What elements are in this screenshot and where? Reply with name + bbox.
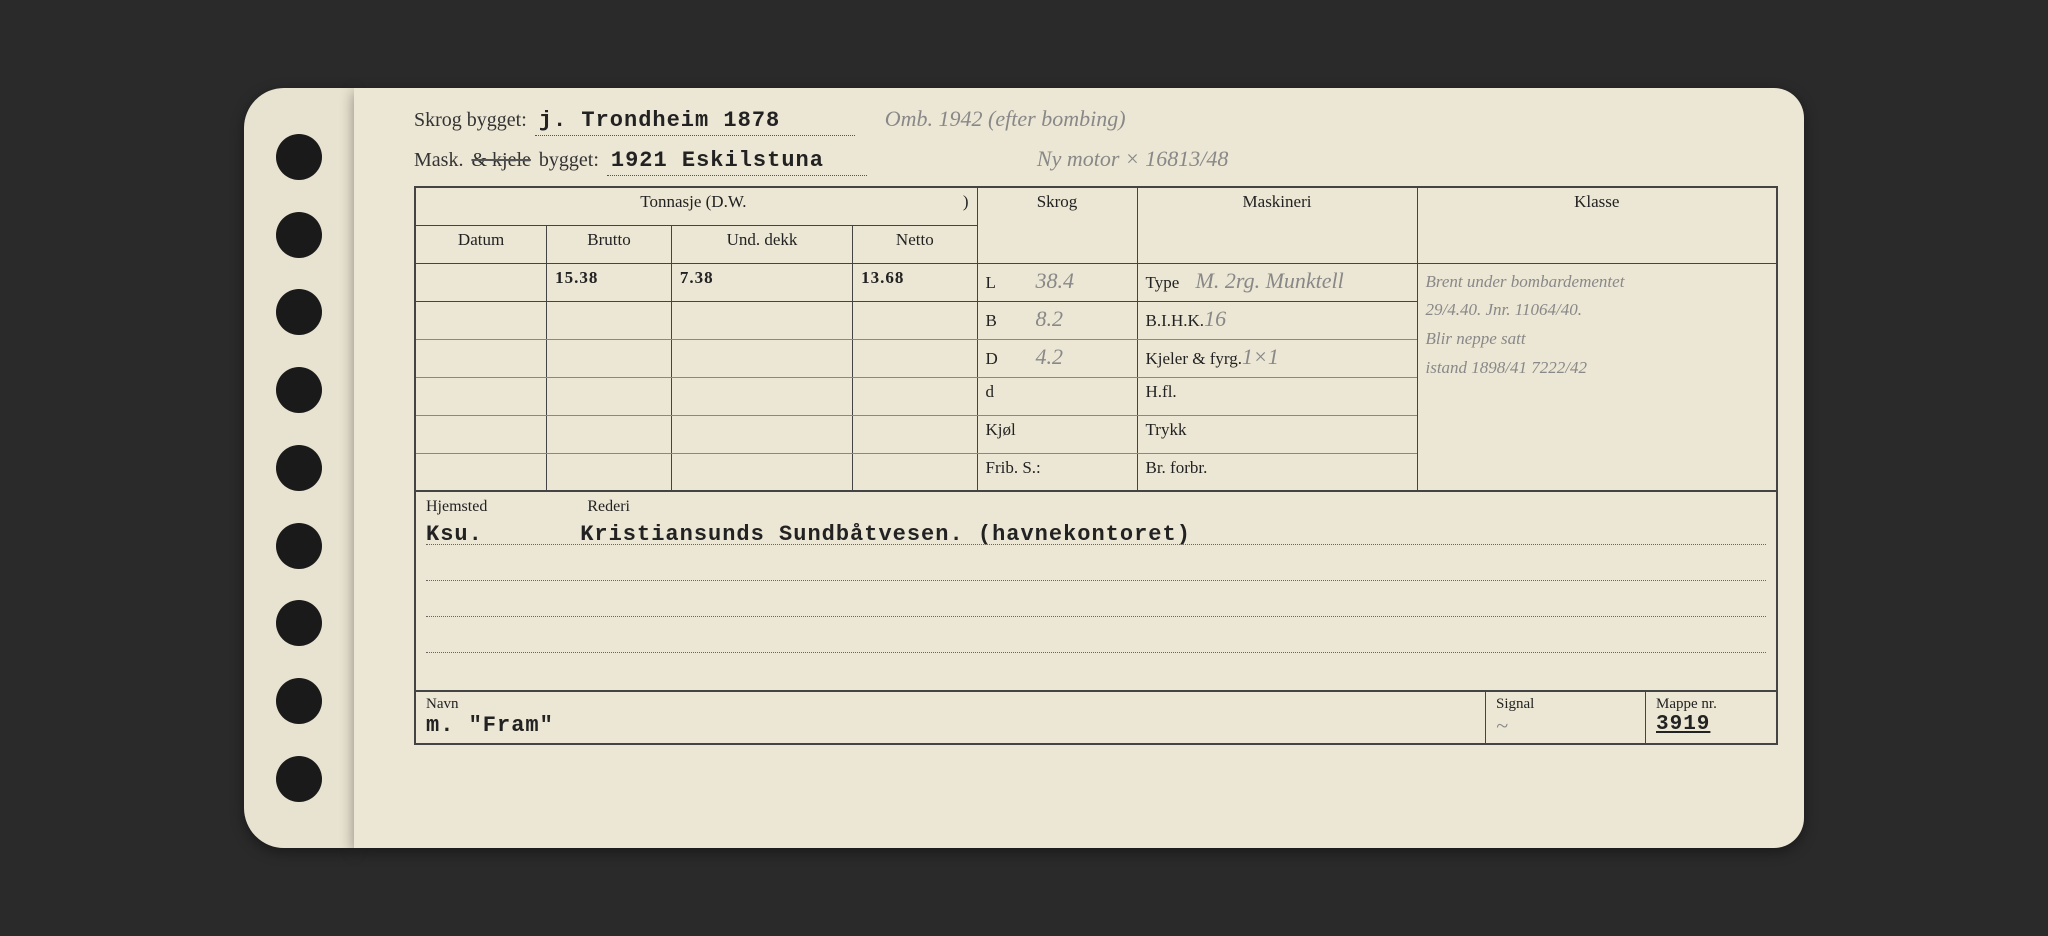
maskineri-header: Maskineri	[1137, 187, 1417, 263]
skrog-bygget-value: j. Trondheim 1878	[535, 108, 855, 136]
mask-type: TypeM. 2rg. Munktell	[1137, 263, 1417, 301]
footer-row: Navn m. "Fram" Signal ~ Mappe nr. 3919	[414, 692, 1778, 745]
punch-hole	[276, 678, 322, 724]
skrog-D: D4.2	[977, 339, 1137, 377]
brutto-header: Brutto	[547, 225, 672, 263]
navn-cell: Navn m. "Fram"	[416, 692, 1486, 743]
mask-value: 1921 Eskilstuna	[607, 148, 867, 176]
netto-header: Netto	[853, 225, 977, 263]
tonnasje-header: Tonnasje (D.W. )	[415, 187, 977, 225]
datum-header: Datum	[415, 225, 547, 263]
ownership-section: Hjemsted Rederi Ksu. Kristiansunds Sundb…	[414, 492, 1778, 692]
signal-value: ~	[1496, 713, 1508, 738]
skrog-handnote: Omb. 1942 (efter bombing)	[885, 106, 1126, 132]
mask-handnote: Ny motor × 16813/48	[1037, 146, 1228, 172]
mask-trykk: Trykk	[1137, 415, 1417, 453]
mask-kjeler: Kjeler & fyrg.1×1	[1137, 339, 1417, 377]
und-cell: 7.38	[671, 263, 852, 301]
punch-hole	[276, 445, 322, 491]
data-grid: Tonnasje (D.W. ) Skrog Maskineri Klasse …	[414, 186, 1778, 492]
punch-hole	[276, 600, 322, 646]
mask-label-b: bygget:	[539, 149, 599, 172]
mappe-cell: Mappe nr. 3919	[1646, 692, 1776, 743]
mask-br: Br. forbr.	[1137, 453, 1417, 491]
skrog-bygget-row: Skrog bygget: j. Trondheim 1878 Omb. 194…	[414, 106, 1778, 136]
punch-hole	[276, 212, 322, 258]
und-header: Und. dekk	[671, 225, 852, 263]
klasse-notes: Brent under bombardementet 29/4.40. Jnr.…	[1417, 263, 1777, 491]
mask-label-a: Mask.	[414, 149, 463, 172]
mappe-value: 3919	[1656, 713, 1710, 736]
signal-cell: Signal ~	[1486, 692, 1646, 743]
skrog-B: B8.2	[977, 301, 1137, 339]
hjemsted-label: Hjemsted	[426, 498, 487, 516]
card-body: Skrog bygget: j. Trondheim 1878 Omb. 194…	[354, 88, 1804, 848]
mask-bihk: B.I.H.K.16	[1137, 301, 1417, 339]
punch-hole	[276, 756, 322, 802]
punch-hole	[276, 523, 322, 569]
datum-cell	[415, 263, 547, 301]
skrog-kjol: Kjøl	[977, 415, 1137, 453]
mask-hfl: H.fl.	[1137, 377, 1417, 415]
punch-hole	[276, 367, 322, 413]
skrog-frib: Frib. S.:	[977, 453, 1137, 491]
skrog-bygget-label: Skrog bygget:	[414, 109, 527, 132]
hjemsted-value: Ksu.	[426, 522, 566, 547]
brutto-cell: 15.38	[547, 263, 672, 301]
index-card: Skrog bygget: j. Trondheim 1878 Omb. 194…	[244, 88, 1804, 848]
rederi-label: Rederi	[587, 498, 630, 516]
punch-hole	[276, 134, 322, 180]
navn-value: m. "Fram"	[426, 713, 554, 738]
klasse-header: Klasse	[1417, 187, 1777, 263]
skrog-L: L38.4	[977, 263, 1137, 301]
mask-bygget-row: Mask. & kjele bygget: 1921 Eskilstuna Ny…	[414, 146, 1778, 176]
rederi-value: Kristiansunds Sundbåtvesen. (havnekontor…	[580, 522, 1191, 547]
header-row-1: Tonnasje (D.W. ) Skrog Maskineri Klasse	[415, 187, 1777, 225]
netto-cell: 13.68	[853, 263, 977, 301]
skrog-d: d	[977, 377, 1137, 415]
data-row: 15.38 7.38 13.68 L38.4 TypeM. 2rg. Munkt…	[415, 263, 1777, 301]
punch-holes	[244, 88, 354, 848]
punch-hole	[276, 289, 322, 335]
skrog-header: Skrog	[977, 187, 1137, 263]
mask-label-strike: & kjele	[471, 149, 530, 172]
